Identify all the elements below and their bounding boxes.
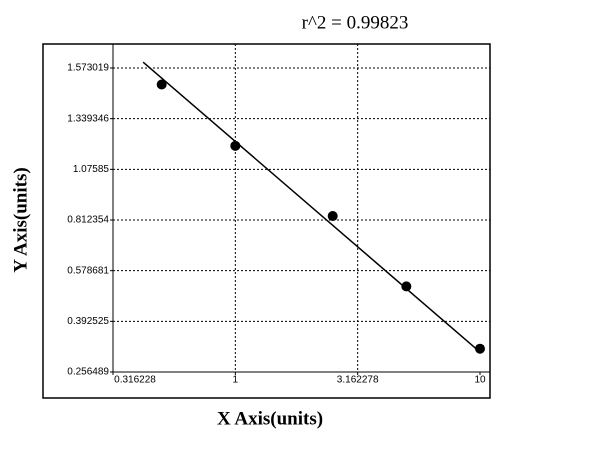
fit-line: [142, 61, 481, 353]
y-tick-label: 0.578681: [67, 265, 109, 276]
y-tick-label: 0.392525: [67, 316, 109, 327]
y-axis-label: Y Axis(units): [10, 167, 31, 272]
y-tick-label: 1.573019: [67, 63, 109, 74]
point: [401, 281, 412, 292]
point: [156, 79, 167, 90]
point: [475, 343, 485, 354]
y-tick-label: 0.256489: [67, 367, 109, 378]
x-tick-label: 1: [233, 375, 239, 386]
point: [230, 140, 241, 151]
x-axis-label: X Axis(units): [217, 408, 323, 429]
point: [327, 211, 338, 222]
x-tick-label: 3.162278: [337, 375, 379, 386]
chart-title: r^2 = 0.99823: [302, 12, 409, 33]
y-tick-label: 1.07585: [73, 164, 110, 175]
frame: [42, 43, 491, 399]
y-tick-label: 0.812354: [67, 215, 109, 226]
x-tick-label: 0.316228: [114, 375, 156, 386]
y-tick-label: 1.339346: [67, 113, 109, 124]
x-tick-label: 10: [474, 375, 486, 386]
